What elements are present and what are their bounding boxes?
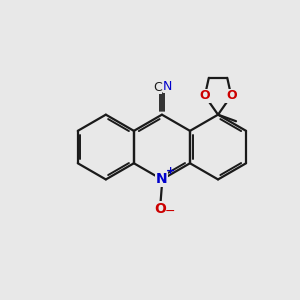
Text: C: C (153, 81, 162, 94)
Text: N: N (156, 172, 168, 186)
Text: +: + (166, 166, 175, 176)
Text: O: O (200, 89, 210, 102)
Text: −: − (165, 205, 175, 218)
Text: O: O (154, 202, 166, 216)
Text: N: N (163, 80, 172, 93)
Text: O: O (226, 89, 236, 102)
